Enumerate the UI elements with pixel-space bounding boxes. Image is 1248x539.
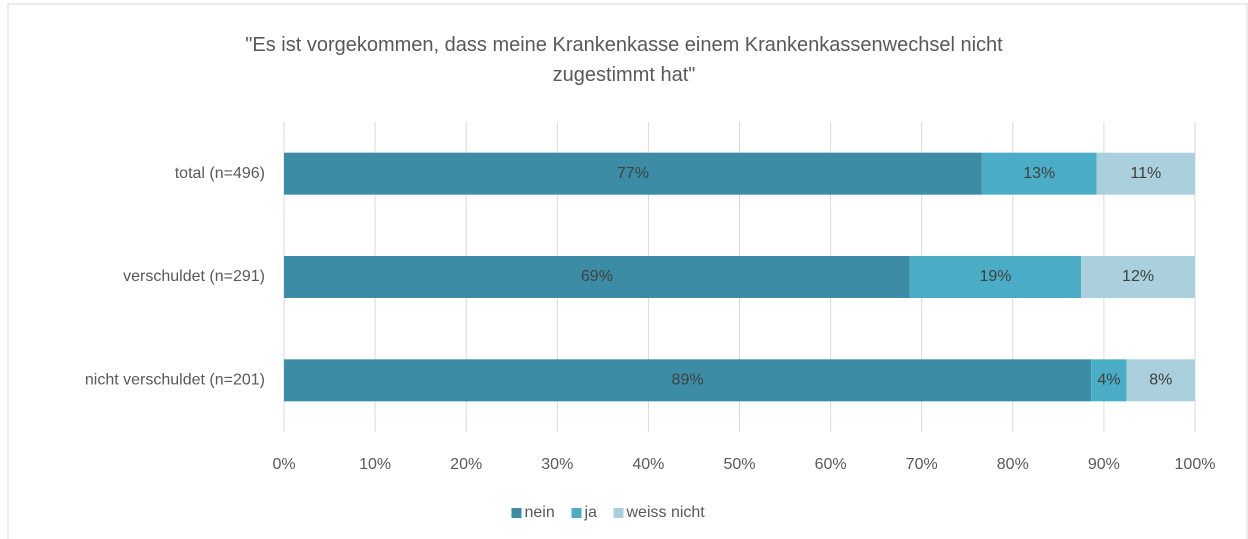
- data-label: 12%: [1122, 268, 1154, 285]
- legend-swatch: [571, 508, 582, 518]
- data-label: 13%: [1023, 165, 1055, 182]
- data-label: 8%: [1149, 372, 1172, 389]
- data-label: 89%: [672, 372, 704, 389]
- bar-segment: [1096, 152, 1195, 195]
- x-tick-label: 0%: [272, 456, 295, 473]
- data-label: 11%: [1130, 165, 1161, 182]
- legend-swatch: [613, 508, 624, 518]
- legend-label: nein: [525, 504, 555, 521]
- x-tick-label: 100%: [1175, 456, 1216, 473]
- x-tick-label: 40%: [632, 456, 664, 473]
- x-tick-label: 70%: [906, 456, 938, 473]
- x-tick-label: 60%: [815, 456, 847, 473]
- x-tick-label: 20%: [450, 456, 482, 473]
- chart-frame: [7, 3, 1248, 539]
- legend-label: weiss nicht: [626, 504, 706, 521]
- bar-segment: [284, 256, 910, 298]
- bar-segment: [284, 359, 1092, 402]
- x-tick-label: 90%: [1088, 456, 1120, 473]
- x-tick-label: 80%: [997, 456, 1029, 473]
- x-tick-label: 50%: [723, 456, 755, 473]
- legend-swatch: [511, 508, 522, 518]
- chart-title: "Es ist vorgekommen, dass meine Krankenk…: [245, 34, 1003, 86]
- y-tick-label: nicht verschuldet (n=201): [85, 372, 265, 389]
- bar-segment: [981, 152, 1097, 195]
- data-label: 77%: [617, 165, 649, 182]
- y-tick-label: total (n=496): [175, 165, 265, 182]
- y-tick-label: verschuldet (n=291): [123, 268, 265, 285]
- legend-label: ja: [584, 504, 598, 521]
- x-tick-label: 10%: [359, 456, 391, 473]
- bar-segment: [1126, 359, 1195, 402]
- bar-segment: [909, 256, 1082, 298]
- bar-segment: [284, 152, 982, 195]
- data-label: 19%: [979, 268, 1011, 285]
- x-tick-label: 30%: [541, 456, 573, 473]
- data-label: 4%: [1097, 372, 1120, 389]
- data-label: 69%: [581, 268, 613, 285]
- bar-segment: [1091, 359, 1127, 402]
- bar-segment: [1081, 256, 1195, 298]
